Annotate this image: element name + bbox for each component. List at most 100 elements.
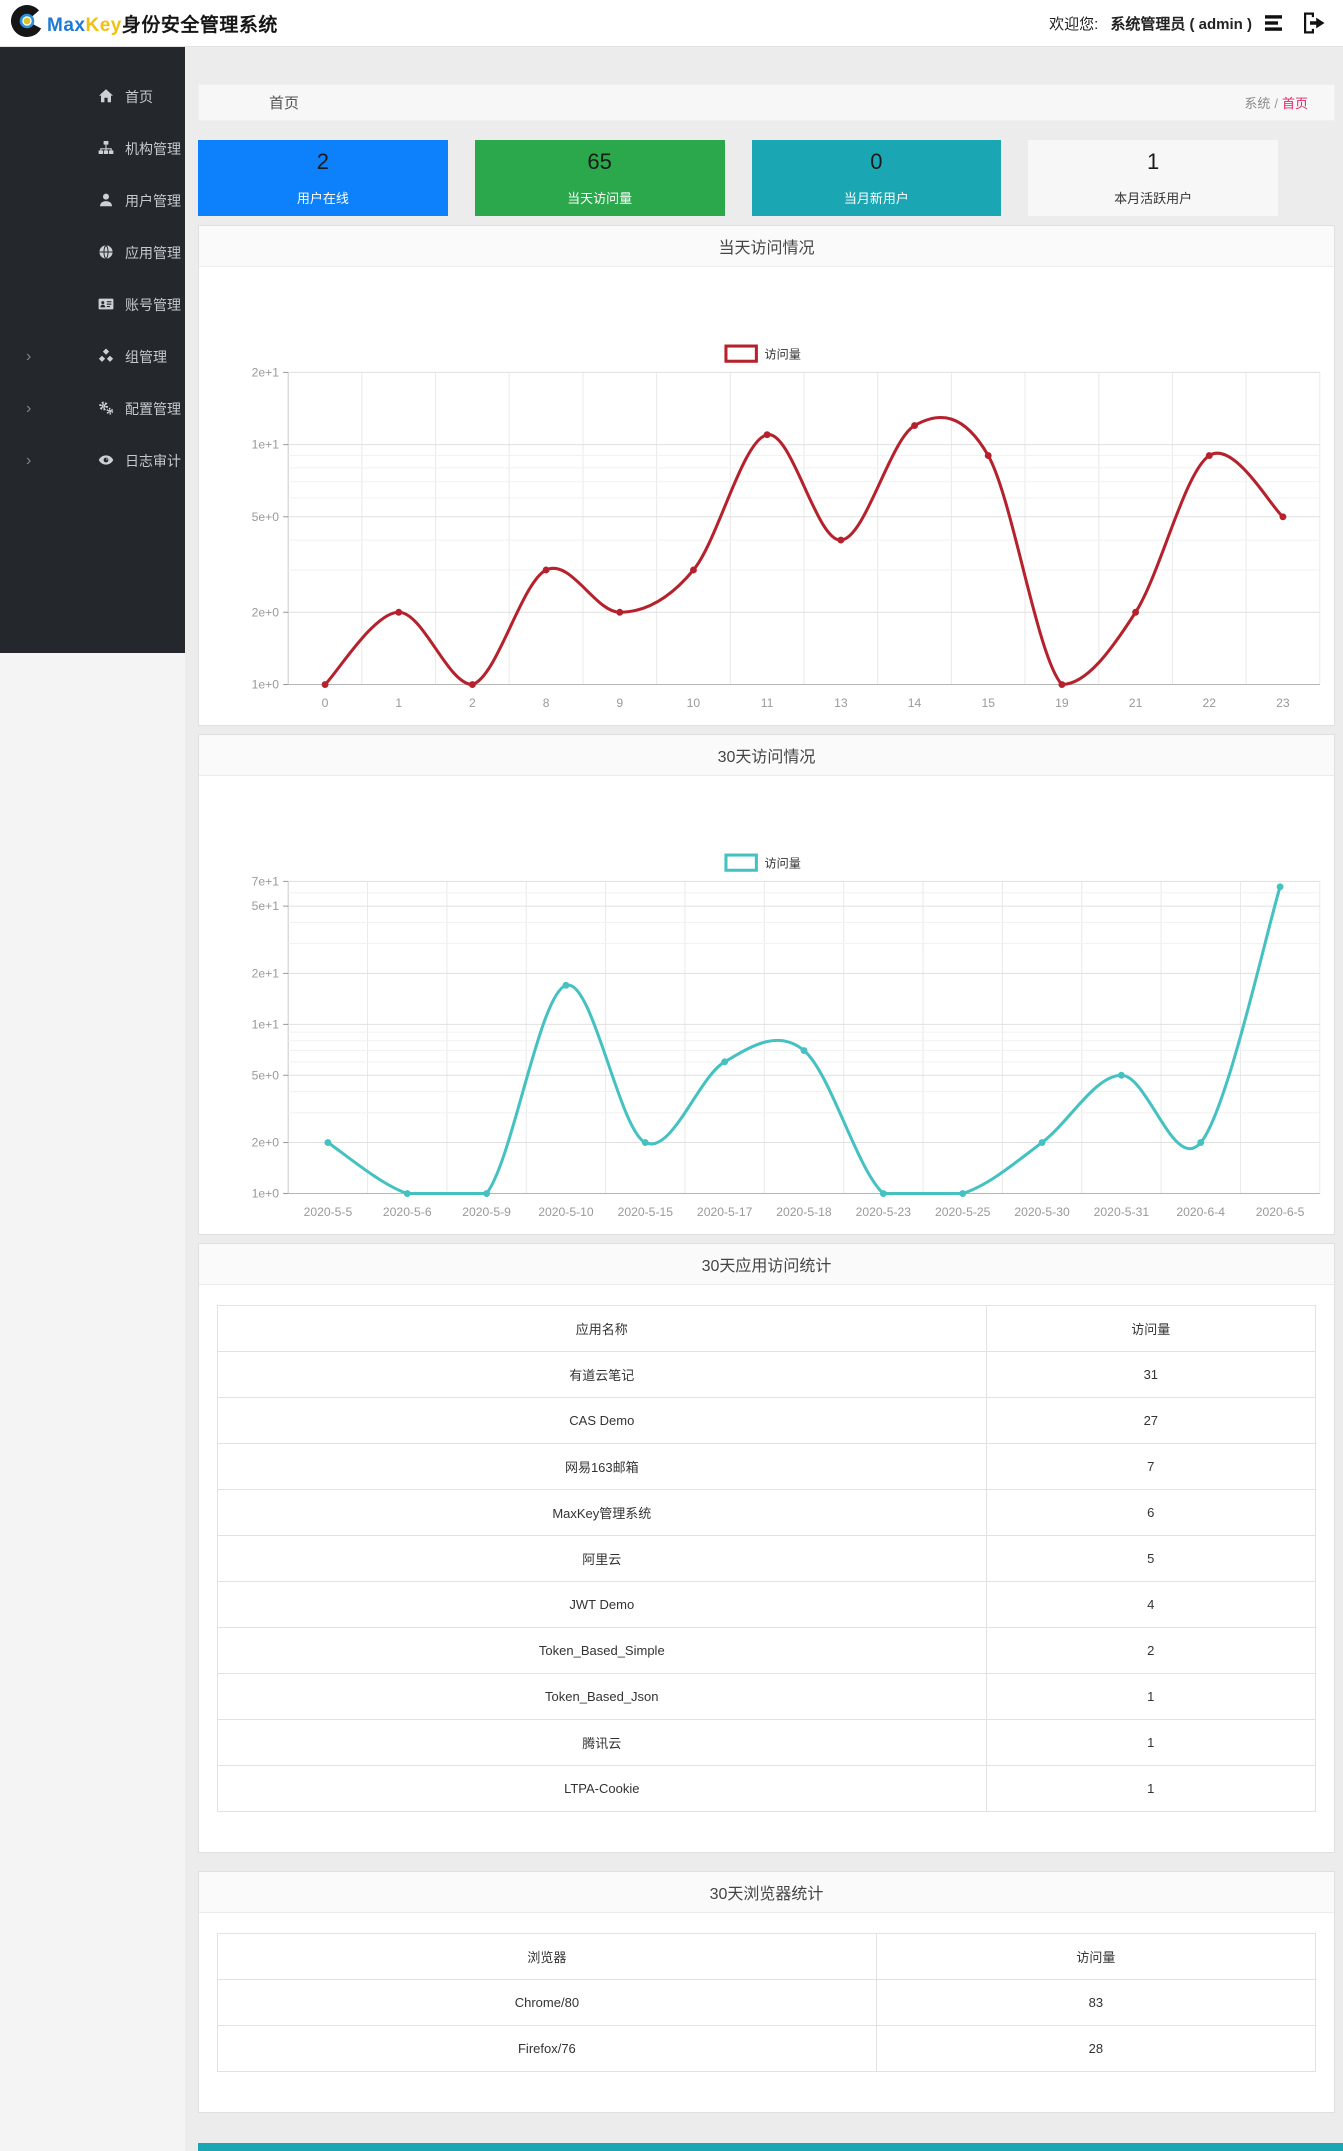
user-icon bbox=[98, 192, 125, 211]
group-cubes-icon bbox=[98, 347, 125, 367]
stat-value: 1 bbox=[1147, 149, 1160, 174]
table-cell: Token_Based_Simple bbox=[217, 1627, 987, 1675]
table-cell: JWT Demo bbox=[217, 1581, 987, 1629]
table-row: 阿里云 5 bbox=[217, 1535, 1317, 1583]
stat-card-online-users: 2 用户在线 bbox=[198, 140, 448, 216]
table-cell: 有道云笔记 bbox=[217, 1351, 987, 1399]
browser-stats-title: 30天浏览器统计 bbox=[709, 1886, 824, 1904]
app-visits-card: 30天应用访问统计 应用名称 访问量 有道云笔记 31 CAS Demo 27 网易163邮… bbox=[198, 1243, 1335, 1854]
svg-text:1e+1: 1e+1 bbox=[252, 1017, 280, 1031]
table-row: Token_Based_Simple 2 bbox=[217, 1627, 1317, 1675]
table-cell: 4 bbox=[985, 1581, 1317, 1629]
svg-text:2020-5-17: 2020-5-17 bbox=[697, 1205, 753, 1219]
svg-text:5e+1: 5e+1 bbox=[252, 899, 280, 913]
menu-list-icon[interactable] bbox=[1264, 12, 1289, 34]
sidebar-item-label: 组管理 bbox=[125, 349, 167, 365]
table-cell: MaxKey管理系统 bbox=[217, 1489, 987, 1537]
month-visits-chart: 7e+1 5e+1 2e+1 1e+1 5e+0 2e+0 1e+0 2020-5-5 2020… bbox=[199, 776, 1334, 1234]
top-header: MaxKey身份安全管理系统 欢迎您: 系统管理员 ( admin ) bbox=[0, 0, 1343, 47]
page-title: 首页 bbox=[269, 95, 300, 112]
svg-text:访问量: 访问量 bbox=[764, 857, 800, 871]
table-row: Token_Based_Json 1 bbox=[217, 1673, 1317, 1721]
table-row: 腾讯云 1 bbox=[217, 1719, 1317, 1767]
stats-row: 2 用户在线 65 当天访问量 0 当月新用户 1 本月活跃用户 bbox=[198, 140, 1278, 216]
table-cell: 1 bbox=[985, 1765, 1317, 1813]
svg-text:1e+0: 1e+0 bbox=[252, 1187, 280, 1201]
table-cell: CAS Demo bbox=[217, 1397, 987, 1445]
chart-legend[interactable]: 访问量 bbox=[724, 344, 801, 363]
table-cell: 1 bbox=[985, 1673, 1317, 1721]
stat-label: 当天访问量 bbox=[567, 191, 633, 207]
sidebar-item-org[interactable]: 机构管理 bbox=[0, 123, 185, 175]
table-header-row: 浏览器 访问量 bbox=[217, 1933, 1317, 1981]
today-visits-title: 当天访问情况 bbox=[718, 240, 815, 257]
svg-text:0: 0 bbox=[322, 696, 329, 710]
table-cell: 31 bbox=[985, 1351, 1317, 1399]
svg-text:22: 22 bbox=[1202, 696, 1216, 710]
svg-text:2020-5-23: 2020-5-23 bbox=[856, 1205, 912, 1219]
chart-legend[interactable]: 访问量 bbox=[724, 853, 801, 872]
table-cell: 2 bbox=[985, 1627, 1317, 1675]
footer-strip bbox=[198, 2143, 1343, 2151]
browser-stats-card: 30天浏览器统计 浏览器 访问量 Chrome/80 83 Firefox/76 28 bbox=[198, 1871, 1335, 2114]
breadcrumb-separator: / bbox=[1274, 96, 1278, 111]
maxkey-logo-icon bbox=[10, 4, 47, 43]
svg-text:23: 23 bbox=[1276, 696, 1290, 710]
breadcrumb: 首页 系统 / 首页 bbox=[198, 84, 1335, 121]
svg-text:2020-5-25: 2020-5-25 bbox=[935, 1205, 991, 1219]
svg-text:19: 19 bbox=[1055, 696, 1069, 710]
stat-value: 0 bbox=[870, 149, 883, 174]
table-cell: 5 bbox=[985, 1535, 1317, 1583]
sidebar-item-audit[interactable]: › 日志审计 bbox=[0, 435, 185, 487]
table-row: MaxKey管理系统 6 bbox=[217, 1489, 1317, 1537]
sidebar-item-label: 日志审计 bbox=[125, 453, 181, 469]
table-row: 有道云笔记 31 bbox=[217, 1351, 1317, 1399]
svg-text:2020-6-4: 2020-6-4 bbox=[1176, 1205, 1225, 1219]
svg-text:1e+1: 1e+1 bbox=[252, 438, 280, 452]
user-area: 欢迎您: 系统管理员 ( admin ) bbox=[1049, 11, 1327, 35]
log-audit-eye-icon bbox=[98, 452, 125, 471]
app-visits-title: 30天应用访问统计 bbox=[701, 1258, 832, 1276]
sidebar-item-config[interactable]: › 配置管理 bbox=[0, 383, 185, 435]
sidebar-item-group[interactable]: › 组管理 bbox=[0, 331, 185, 383]
sidebar-item-user[interactable]: 用户管理 bbox=[0, 175, 185, 227]
org-sitemap-icon bbox=[98, 140, 125, 159]
sidebar: 首页机构管理 用户管理应用管理账号管理 › 组管理 › 配置管理 › 日志审计 bbox=[0, 47, 185, 2151]
month-visits-card: 30天访问情况 7e+1 5e+1 2e+1 1e+1 5e+0 2e+0 1e+0 2020… bbox=[198, 734, 1335, 1236]
sidebar-item-label: 应用管理 bbox=[125, 245, 181, 261]
svg-text:13: 13 bbox=[834, 696, 848, 710]
table-header-cell: 访问量 bbox=[985, 1305, 1317, 1353]
sidebar-item-account[interactable]: 账号管理 bbox=[0, 279, 185, 331]
month-visits-title: 30天访问情况 bbox=[717, 749, 816, 767]
table-row: Firefox/76 28 bbox=[217, 2025, 1317, 2073]
svg-text:1: 1 bbox=[395, 696, 402, 710]
breadcrumb-root: 系统 bbox=[1244, 96, 1271, 111]
sidebar-item-home[interactable]: 首页 bbox=[0, 71, 185, 123]
table-row: LTPA-Cookie 1 bbox=[217, 1765, 1317, 1813]
table-cell: 83 bbox=[875, 1979, 1317, 2027]
stat-value: 65 bbox=[587, 149, 612, 174]
svg-text:2020-5-5: 2020-5-5 bbox=[304, 1205, 353, 1219]
sidebar-item-label: 首页 bbox=[125, 89, 153, 105]
svg-text:访问量: 访问量 bbox=[764, 348, 800, 362]
stat-label: 用户在线 bbox=[296, 191, 349, 207]
svg-text:2: 2 bbox=[469, 696, 476, 710]
svg-text:15: 15 bbox=[981, 696, 995, 710]
app-visits-table: 应用名称 访问量 有道云笔记 31 CAS Demo 27 网易163邮箱 7 MaxKey管理… bbox=[217, 1305, 1317, 1813]
svg-text:2020-5-9: 2020-5-9 bbox=[462, 1205, 511, 1219]
table-cell: 28 bbox=[875, 2025, 1317, 2073]
breadcrumb-current-link[interactable]: 首页 bbox=[1281, 96, 1308, 111]
table-cell: LTPA-Cookie bbox=[217, 1765, 987, 1813]
table-header-cell: 应用名称 bbox=[217, 1305, 987, 1353]
logout-icon[interactable] bbox=[1301, 11, 1327, 35]
sidebar-item-app[interactable]: 应用管理 bbox=[0, 227, 185, 279]
svg-text:9: 9 bbox=[616, 696, 623, 710]
table-header-cell: 浏览器 bbox=[217, 1933, 877, 1981]
svg-text:21: 21 bbox=[1129, 696, 1143, 710]
table-cell: 网易163邮箱 bbox=[217, 1443, 987, 1491]
stat-label: 当月新用户 bbox=[843, 191, 909, 207]
today-visits-chart: 2e+1 1e+1 5e+0 2e+0 1e+0 0 1 2 8 9 10 11 13 14 15 19 21 2… bbox=[199, 267, 1334, 725]
table-row: CAS Demo 27 bbox=[217, 1397, 1317, 1445]
stat-card-today-visits: 65 当天访问量 bbox=[474, 140, 725, 216]
stat-card-month-active-users: 1 本月活跃用户 bbox=[1028, 140, 1278, 216]
